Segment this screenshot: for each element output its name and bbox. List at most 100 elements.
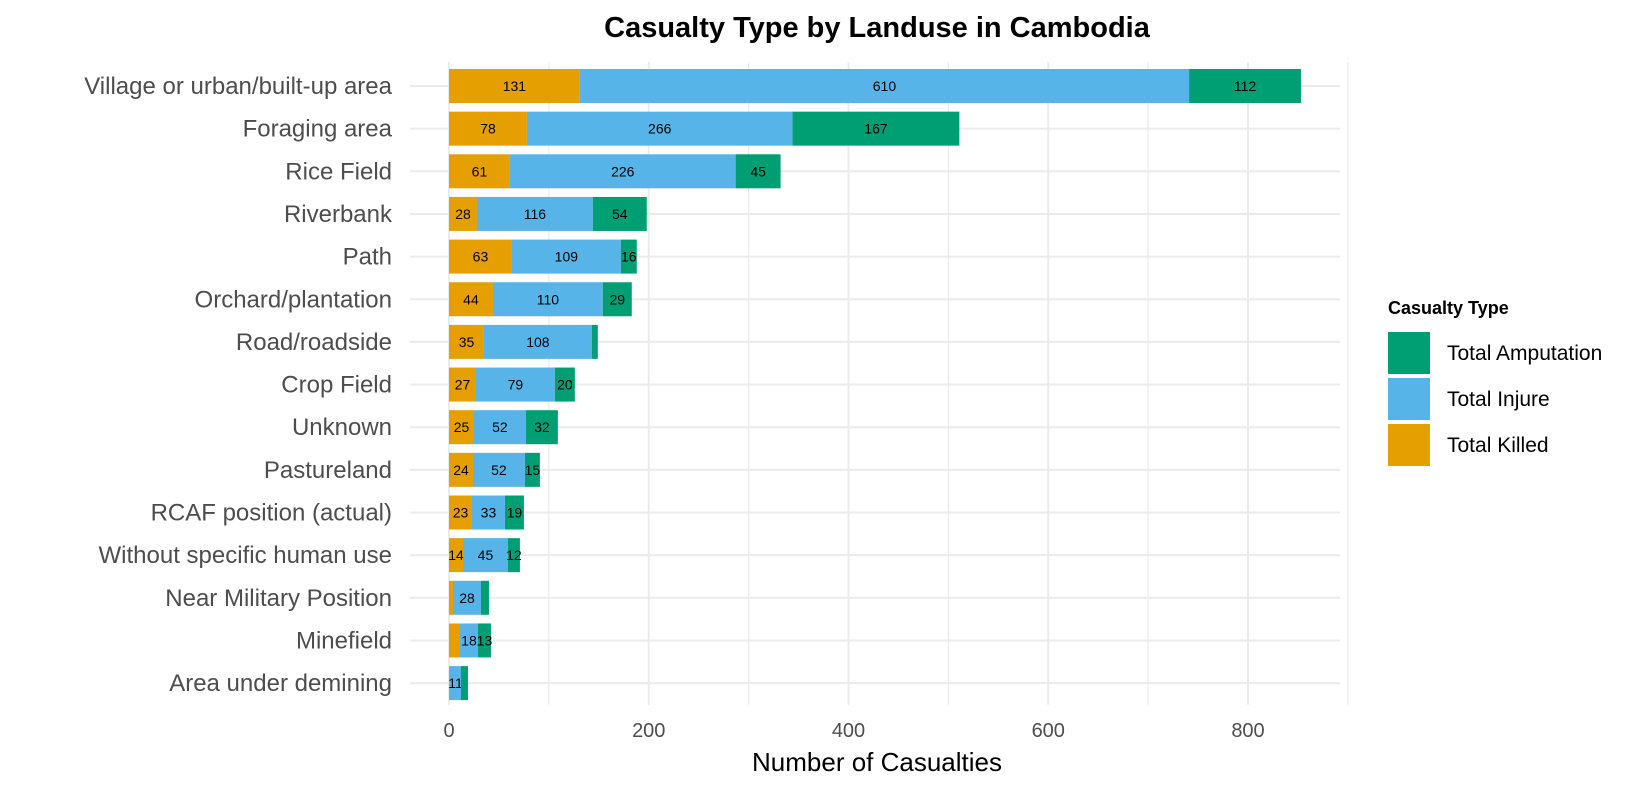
bar-segment [477,623,491,658]
legend-title: Casualty Type [1388,298,1509,318]
bar-value-label: 52 [491,462,507,478]
bar-value-label: 167 [864,121,888,137]
legend-label: Total Injure [1447,388,1550,411]
category-label: Foraging area [243,116,393,143]
category-label: Near Military Position [165,585,392,612]
category-label: Village or urban/built-up area [84,73,392,100]
legend-swatch [1388,424,1430,466]
bars: 131 610 112 78 266 167 61 226 45 28 116 54 63 109 16 44… [448,69,1301,701]
bar-value-label: 33 [481,505,497,521]
bar-segment [449,282,493,317]
bar-value-label: 20 [557,377,573,393]
bar-value-label: 28 [459,590,475,606]
bar-segment [449,623,460,658]
bar-value-label: 45 [478,547,494,563]
category-label: Crop Field [281,372,392,399]
category-label: RCAF position (actual) [151,500,392,527]
bar-segment [452,580,481,615]
bar-segment [449,666,461,701]
bar-segment [449,154,510,189]
bar-value-label: 14 [448,547,464,563]
bar-segment [524,452,540,487]
bar-segment [449,538,463,573]
bar-value-label: 18 [461,632,477,648]
category-label: Minefield [296,627,392,654]
bar-segment [620,239,637,274]
bar-segment [492,282,603,317]
bar-value-label: 45 [750,163,766,179]
bar-segment [525,410,558,445]
bar-value-label: 44 [463,291,479,307]
bar-segment [449,495,472,530]
bar-value-label: 16 [621,249,637,265]
bar-segment [449,666,450,701]
bar-segment [460,666,468,701]
bar-segment [483,324,592,359]
x-axis-title: Number of Casualties [752,747,1002,777]
bar-segment [507,538,520,573]
bar-value-label: 28 [455,206,471,222]
bar-segment [526,111,793,146]
bar-value-label: 32 [534,419,550,435]
bar-value-label: 15 [525,462,541,478]
bar-value-label: 63 [473,249,489,265]
bar-segment [1189,69,1301,103]
x-tick-label: 200 [632,720,665,742]
category-label: Without specific human use [99,542,392,569]
legend-swatch [1388,332,1430,374]
bar-value-label: 116 [524,206,547,222]
legend-label: Total Amputation [1447,342,1602,365]
bar-value-label: 19 [507,505,523,521]
bar-value-label: 226 [611,163,635,179]
legend: Casualty Type Total Amputation Total Inju… [1388,298,1602,466]
bar-value-label: 35 [459,334,475,350]
bar-value-label: 108 [526,334,550,350]
bar-value-label: 112 [1234,78,1257,94]
bar-segment [449,69,580,103]
x-tick-label: 800 [1231,720,1264,742]
legend-label: Total Killed [1447,434,1549,457]
category-label: Unknown [292,414,392,441]
category-label: Riverbank [284,201,393,228]
category-label: Rice Field [285,158,392,185]
category-labels: Village or urban/built-up area Foraging a… [84,73,393,697]
bar-value-label: 23 [453,505,469,521]
chart-title: Casualty Type by Landuse in Cambodia [604,12,1151,44]
bar-value-label: 109 [555,249,579,265]
bar-value-label: 266 [648,121,672,137]
bar-segment [792,111,960,146]
bar-segment [449,580,453,615]
bar-segment [511,239,621,274]
category-label: Road/roadside [236,329,392,356]
bar-value-label: 12 [506,547,522,563]
bar-value-label: 25 [454,419,470,435]
x-tick-label: 600 [1032,720,1065,742]
bar-segment [591,324,598,359]
category-label: Pastureland [264,457,392,484]
bar-segment [476,196,593,231]
bar-segment [480,580,489,615]
bar-segment [449,410,474,445]
legend-swatch [1388,378,1430,420]
bar-segment [462,538,508,573]
bar-segment [473,410,526,445]
bar-segment [504,495,524,530]
bar-value-label: 610 [873,78,897,94]
bar-value-label: 29 [610,291,626,307]
bar-segment [475,367,555,402]
x-tick-label: 0 [443,720,454,742]
bar-segment [449,111,527,146]
category-label: Path [343,244,392,271]
bar-value-label: 54 [612,206,628,222]
bar-segment [554,367,575,402]
category-label: Orchard/plantation [195,286,392,313]
bar-value-label: 61 [472,163,488,179]
category-label: Area under demining [169,670,392,697]
bar-value-label: 79 [508,377,524,393]
bar-segment [459,623,478,658]
bar-value-label: 11 [448,675,463,691]
bar-value-label: 131 [503,78,527,94]
bar-segment [449,196,477,231]
bar-value-label: 110 [537,291,560,307]
